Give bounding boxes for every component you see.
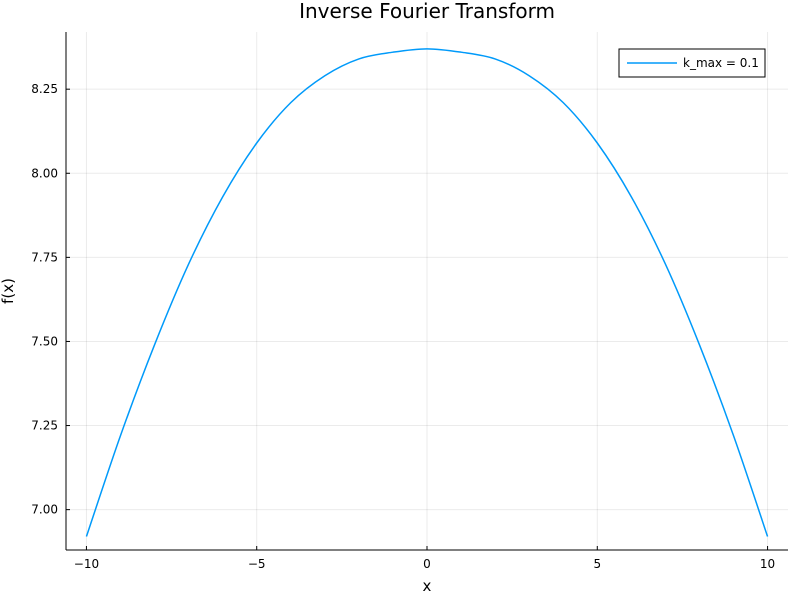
y-tick-label: 7.50 <box>31 334 58 348</box>
series-line <box>85 48 769 537</box>
x-axis-label: x <box>423 577 432 595</box>
legend-box <box>618 48 766 78</box>
x-tick-label: 0 <box>423 557 431 571</box>
x-tick-label: 5 <box>593 557 601 571</box>
y-axis-label: f(x) <box>0 278 17 304</box>
x-tick-label: −5 <box>248 557 266 571</box>
chart-title: Inverse Fourier Transform <box>299 0 555 23</box>
y-tick-label: 7.00 <box>31 503 58 517</box>
grid-lines <box>66 32 788 550</box>
x-tick-label: −10 <box>74 557 99 571</box>
series <box>85 48 769 537</box>
y-tick-label: 7.75 <box>31 250 58 264</box>
x-tick-label: 10 <box>760 557 775 571</box>
legend: k_max = 0.1 <box>618 48 766 78</box>
legend-label: k_max = 0.1 <box>683 56 759 70</box>
y-tick-label: 8.00 <box>31 166 58 180</box>
y-tick-label: 7.25 <box>31 419 58 433</box>
y-tick-label: 8.25 <box>31 82 58 96</box>
ticks: −10 −5 0 5 10 7.00 7.25 7.50 7.75 8.00 8.25 <box>31 82 775 571</box>
